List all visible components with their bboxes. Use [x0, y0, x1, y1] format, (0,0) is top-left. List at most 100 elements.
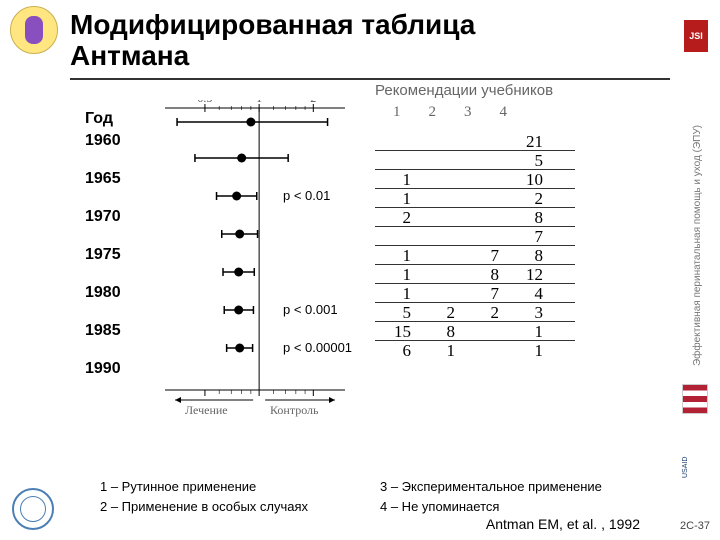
legend-row-1: 1 – Рутинное применение 3 – Эксперимента…: [100, 479, 660, 494]
rec-table: 21511012287178181217452231581611: [375, 132, 575, 360]
rec-cell: [463, 341, 507, 360]
rec-row: 1812: [375, 265, 575, 284]
rec-cell: [419, 170, 463, 188]
rec-cell: 2: [463, 303, 507, 321]
legend-3: 3 – Экспериментальное применение: [380, 479, 660, 494]
rec-col-head: 3: [464, 104, 472, 121]
rec-col-head: 2: [429, 104, 437, 121]
rec-cell: [419, 284, 463, 302]
svg-text:p < 0.001: p < 0.001: [283, 302, 338, 317]
logo-left-inner: [25, 16, 43, 44]
who-logo: [12, 488, 54, 530]
rec-cell: 12: [507, 265, 551, 283]
rec-cell: [463, 322, 507, 340]
title-line-1: Модифицированная таблица: [70, 9, 475, 40]
rec-cell: 7: [507, 227, 551, 245]
rec-cell: 2: [375, 208, 419, 226]
svg-text:p < 0.00001: p < 0.00001: [283, 340, 352, 355]
rec-cell: 1: [375, 265, 419, 283]
rec-row: 5: [375, 151, 575, 170]
title-line-2: Антмана: [70, 40, 189, 71]
rec-row: 12: [375, 189, 575, 208]
rec-cell: [463, 170, 507, 188]
chart-area: Рекомендации учебников 1234 Год 19601965…: [85, 100, 625, 460]
rec-cell: [419, 151, 463, 169]
usaid-flag: [682, 384, 708, 414]
rec-cell: 10: [507, 170, 551, 188]
forest-plot: 0.512p < 0.01p < 0.001p < 0.00001Лечение…: [155, 100, 365, 420]
year-header: Год: [85, 100, 121, 122]
usaid-text: USAID: [682, 418, 689, 478]
rec-cell: 7: [463, 284, 507, 302]
svg-text:Контроль: Контроль: [270, 403, 319, 417]
rec-header: Рекомендации учебников: [375, 82, 553, 99]
year-column: Год 1960196519701975198019851990: [85, 100, 121, 160]
rec-cell: [463, 151, 507, 169]
rec-cell: 3: [507, 303, 551, 321]
rec-cell: [419, 227, 463, 245]
legend-1: 1 – Рутинное применение: [100, 479, 380, 494]
year-label: 1965: [85, 160, 121, 198]
svg-text:Лечение: Лечение: [185, 403, 228, 417]
rec-row: 28: [375, 208, 575, 227]
rec-cell: 2: [507, 189, 551, 207]
rec-cell: [375, 227, 419, 245]
rec-row: 611: [375, 341, 575, 360]
rec-cell: 6: [375, 341, 419, 360]
rec-cell: [375, 132, 419, 150]
rec-cell: 1: [507, 322, 551, 340]
rec-row: 1 78: [375, 246, 575, 265]
rec-row: 1581: [375, 322, 575, 341]
year-label: 1975: [85, 236, 121, 274]
rec-col-head: 4: [500, 104, 508, 121]
legend-row-2: 2 – Применение в особых случаях 4 – Не у…: [100, 499, 660, 514]
rec-cell: [419, 189, 463, 207]
legend-4: 4 – Не упоминается: [380, 499, 660, 514]
jsi-logo: JSI: [684, 20, 708, 52]
year-label: 1985: [85, 312, 121, 350]
rec-cell: [375, 151, 419, 169]
rec-cell: 1: [375, 246, 419, 264]
rec-cell: 2: [419, 303, 463, 321]
rec-cell: [419, 265, 463, 283]
rec-cell: 5: [507, 151, 551, 169]
rec-cell: 1: [375, 284, 419, 302]
svg-text:1: 1: [256, 100, 262, 105]
svg-text:2: 2: [310, 100, 316, 105]
usaid-logo: USAID: [682, 384, 708, 484]
rec-row: 1 10: [375, 170, 575, 189]
rec-cell: [463, 132, 507, 150]
rec-cell: 5: [375, 303, 419, 321]
rec-cell: 8: [463, 265, 507, 283]
rec-row: 7: [375, 227, 575, 246]
rec-cell: [419, 208, 463, 226]
rec-cell: 8: [507, 208, 551, 226]
citation: Antman EM, et al. , 1992: [486, 516, 640, 532]
year-label: 1970: [85, 198, 121, 236]
rec-cell: [463, 227, 507, 245]
rec-col-head: 1: [393, 104, 401, 121]
rec-cell: 15: [375, 322, 419, 340]
rec-cell: 4: [507, 284, 551, 302]
header: Модифицированная таблица Антмана: [70, 10, 670, 80]
rec-cell: 8: [507, 246, 551, 264]
rec-cell: 21: [507, 132, 551, 150]
year-label: 1980: [85, 274, 121, 312]
rec-row: 21: [375, 132, 575, 151]
slide-number: 2C-37: [680, 520, 710, 532]
legend-2: 2 – Применение в особых случаях: [100, 499, 380, 514]
rec-row: 1 74: [375, 284, 575, 303]
rec-cell: 8: [419, 322, 463, 340]
rec-row: 5223: [375, 303, 575, 322]
rec-cell: [419, 246, 463, 264]
rec-cell: 7: [463, 246, 507, 264]
rec-cell: 1: [375, 170, 419, 188]
rec-cell: 1: [419, 341, 463, 360]
year-label: 1960: [85, 122, 121, 160]
vertical-label: Эффективная перинатальная помощь и уход …: [692, 80, 708, 410]
rec-cell: [463, 189, 507, 207]
year-label: 1990: [85, 350, 121, 388]
slide-title: Модифицированная таблица Антмана: [70, 10, 670, 72]
rec-cell: [419, 132, 463, 150]
rec-cell: 1: [375, 189, 419, 207]
